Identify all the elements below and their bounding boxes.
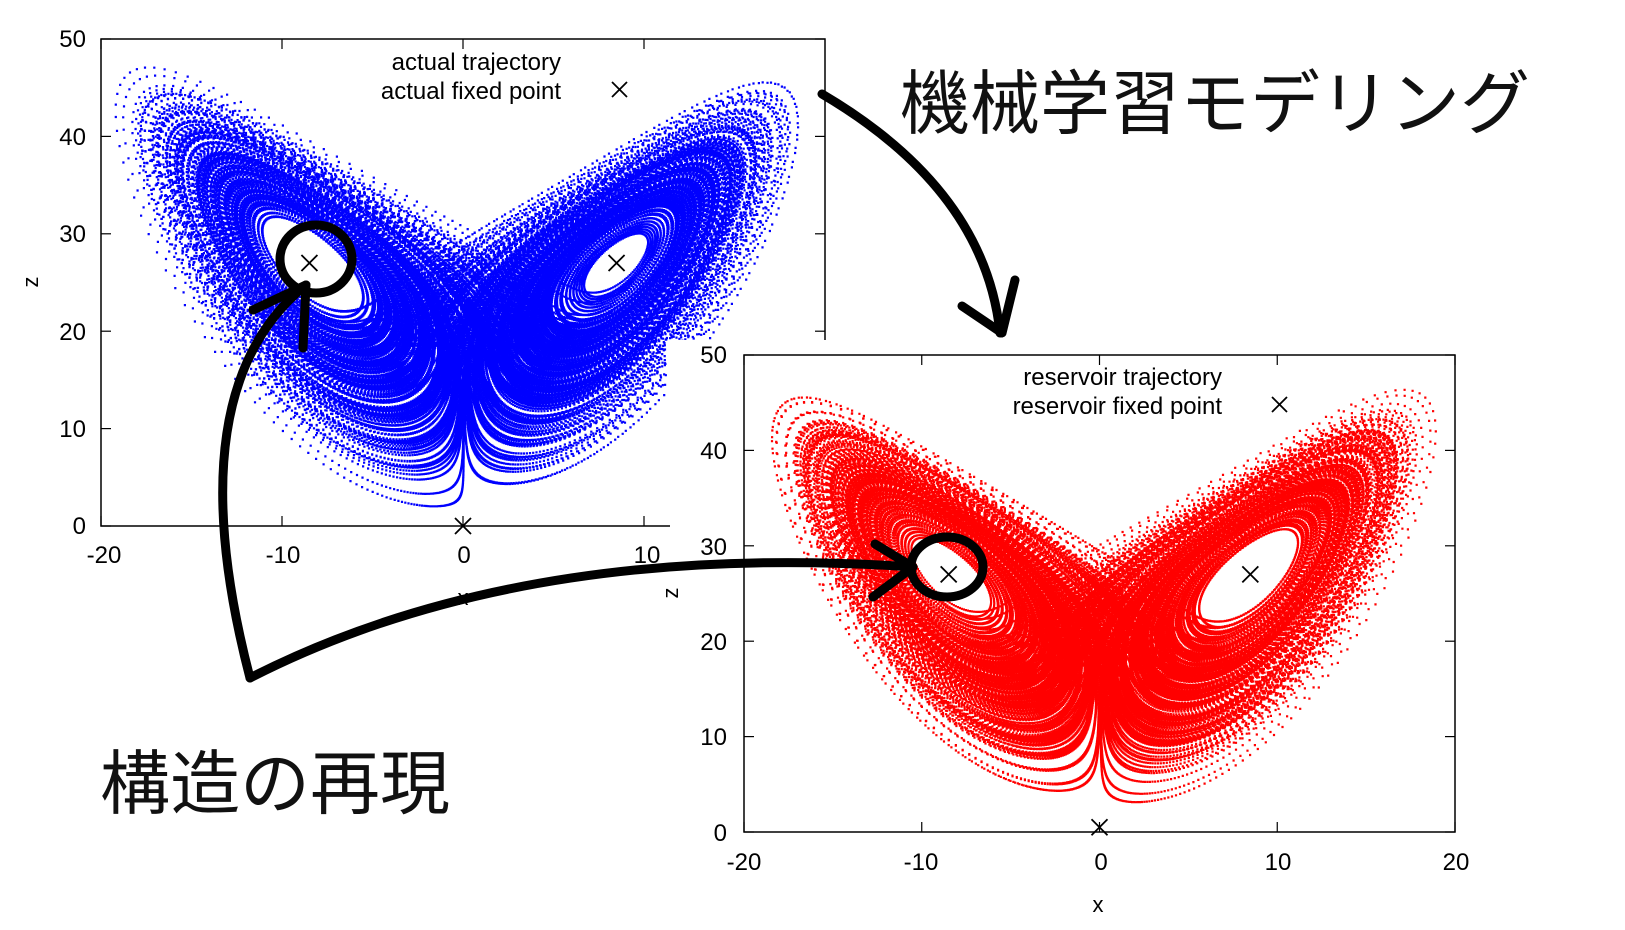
- actual-x-tick-label: 0: [457, 542, 470, 569]
- actual-y-axis-label: z: [18, 277, 43, 288]
- actual-fixed-point-marker: [301, 255, 317, 271]
- reservoir-x-tick-label: -10: [904, 849, 939, 876]
- reservoir-y-tick-label: 50: [700, 342, 727, 369]
- actual-legend: actual trajectory actual fixed point: [381, 49, 627, 105]
- reservoir-x-tick-label: 10: [1265, 849, 1292, 876]
- reservoir-y-tick-label: 10: [700, 724, 727, 751]
- actual-x-tick-label: -20: [87, 542, 122, 569]
- actual-y-tick-label: 40: [59, 124, 86, 151]
- actual-x-tick-label: -10: [266, 542, 301, 569]
- reservoir-y-tick-label: 20: [700, 629, 727, 656]
- actual-fixed-point-marker: [609, 255, 625, 271]
- reservoir-legend-trajectory: reservoir trajectory: [1023, 364, 1222, 391]
- reservoir-y-tick-label: 30: [700, 534, 727, 561]
- legend-x-marker-icon: [612, 82, 627, 97]
- actual-legend-trajectory: actual trajectory: [392, 49, 561, 76]
- actual-x-tick-labels: -20 -10 0 10: [87, 542, 661, 569]
- headline-modeling: 機械学習モデリング: [900, 63, 1530, 145]
- actual-y-tick-label: 30: [59, 221, 86, 248]
- actual-y-tick-labels: 0 10 20 30 40 50: [59, 26, 86, 540]
- reservoir-x-axis-label: x: [1093, 892, 1104, 917]
- actual-y-tick-label: 50: [59, 26, 86, 53]
- reservoir-y-tick-label: 40: [700, 438, 727, 465]
- actual-y-tick-label: 20: [59, 319, 86, 346]
- reservoir-y-axis-label: z: [658, 588, 683, 599]
- reservoir-y-tick-label: 0: [714, 820, 727, 847]
- caption-structure-reproduction: 構造の再現: [100, 743, 450, 825]
- actual-legend-fixed-point: actual fixed point: [381, 78, 561, 105]
- reservoir-x-tick-label: -20: [727, 849, 762, 876]
- actual-highlight-circle: [280, 225, 352, 293]
- reservoir-x-tick-label: 20: [1443, 849, 1470, 876]
- reservoir-legend-fixed-point: reservoir fixed point: [1013, 393, 1223, 420]
- reservoir-x-tick-label: 0: [1094, 849, 1107, 876]
- actual-y-tick-label: 10: [59, 416, 86, 443]
- actual-y-tick-label: 0: [73, 513, 86, 540]
- reservoir-chart: 0 10 20 30 40 50 -20 -10 0 10 20 z x res…: [658, 340, 1469, 920]
